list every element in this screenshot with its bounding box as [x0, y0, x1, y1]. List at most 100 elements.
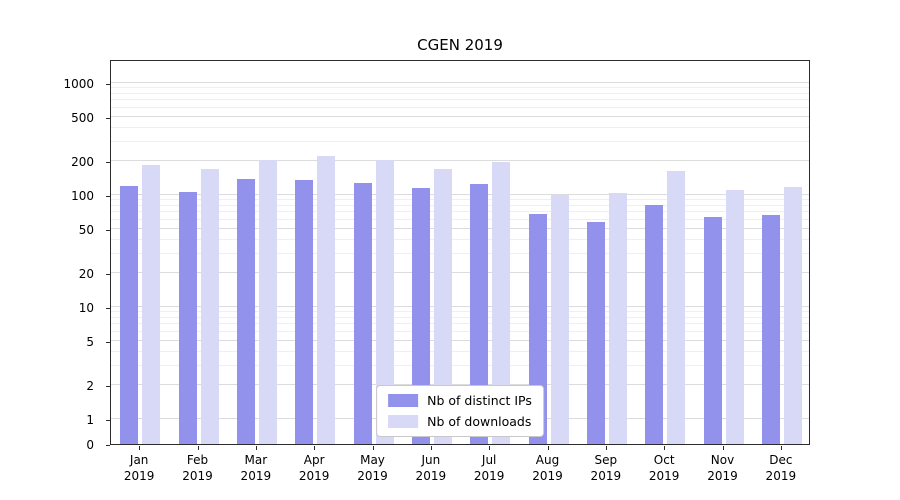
- legend-swatch-distinct-ips: [388, 394, 419, 407]
- gridline-minor: [111, 218, 809, 220]
- gridline-minor: [111, 350, 809, 352]
- bar-distinct-ips-6: [470, 184, 489, 444]
- bar-downloads-6: [492, 162, 511, 444]
- y-tick-label: 500: [71, 110, 94, 125]
- x-tick-mark: [605, 446, 607, 450]
- x-tick-mark: [139, 446, 141, 450]
- y-tick-mark: [106, 274, 110, 276]
- x-tick-label: Aug 2019: [532, 453, 563, 483]
- legend-label-distinct-ips: Nb of distinct IPs: [427, 393, 532, 408]
- gridline-minor: [111, 87, 809, 89]
- legend: Nb of distinct IPs Nb of downloads: [376, 385, 544, 437]
- gridline-minor: [111, 311, 809, 313]
- legend-item-downloads: Nb of downloads: [388, 414, 532, 429]
- x-tick-mark: [722, 446, 724, 450]
- gridline-minor: [111, 204, 809, 206]
- y-tick-mark: [106, 341, 110, 343]
- bar-distinct-ips-8: [586, 221, 605, 444]
- x-axis-labels: Jan 2019 Feb 2019 Mar 2019 Apr 2019 May 2019…: [110, 452, 810, 488]
- bar-downloads-0: [142, 165, 161, 444]
- x-tick-label: Mar 2019: [240, 453, 272, 483]
- gridline-minor: [111, 316, 809, 318]
- x-tick-mark: [780, 446, 782, 450]
- bar-distinct-ips-5: [411, 188, 430, 444]
- x-tick-mark: [430, 446, 432, 450]
- bar-distinct-ips-9: [645, 204, 664, 444]
- y-tick-mark: [106, 229, 110, 231]
- y-tick-mark: [106, 196, 110, 197]
- gridline-major: [111, 82, 809, 83]
- bar-distinct-ips-11: [761, 215, 780, 444]
- gridline-major: [111, 272, 809, 274]
- y-tick-mark: [106, 445, 110, 446]
- x-tick-label: Dec 2019: [765, 453, 797, 483]
- y-tick-label: 1000: [63, 77, 94, 91]
- gridline-major: [111, 160, 809, 162]
- y-tick-label: 10: [78, 301, 94, 315]
- bar-downloads-8: [608, 193, 627, 444]
- bar-downloads-3: [317, 155, 336, 444]
- bar-downloads-10: [725, 189, 744, 444]
- x-tick-mark: [547, 446, 549, 450]
- bar-downloads-11: [783, 186, 802, 444]
- x-tick-label: Feb 2019: [182, 453, 213, 483]
- y-tick-label: 200: [71, 155, 94, 170]
- x-tick-mark: [255, 446, 257, 450]
- x-tick-label: Oct 2019: [648, 453, 680, 483]
- gridline-major: [111, 227, 809, 229]
- x-tick-label: Jan 2019: [123, 453, 155, 483]
- chart-title: CGEN 2019: [417, 36, 503, 54]
- gridline-major: [111, 306, 809, 307]
- bar-distinct-ips-0: [120, 186, 139, 444]
- gridline-minor: [111, 238, 809, 240]
- x-tick-mark: [372, 446, 374, 450]
- x-tick-mark: [664, 446, 666, 450]
- y-tick-label: 20: [78, 267, 94, 282]
- bar-downloads-4: [375, 160, 394, 444]
- y-tick-mark: [106, 84, 110, 85]
- y-tick-label: 100: [71, 189, 94, 203]
- gridline-minor: [111, 364, 809, 366]
- plot-area: Nb of distinct IPs Nb of downloads: [110, 60, 810, 445]
- gridline-major: [111, 384, 809, 386]
- bar-distinct-ips-4: [353, 183, 372, 444]
- y-tick-label: 5: [86, 334, 94, 349]
- bar-distinct-ips-2: [236, 178, 255, 444]
- gridline-minor: [111, 252, 809, 254]
- x-tick-label: May 2019: [357, 453, 388, 483]
- gridline-minor: [111, 330, 809, 332]
- gridline-minor: [111, 106, 809, 108]
- x-tick-label: Jul 2019: [473, 453, 505, 483]
- gridline-minor: [111, 211, 809, 213]
- y-tick-label: 1: [86, 413, 94, 427]
- gridline-minor: [111, 126, 809, 128]
- bar-distinct-ips-3: [295, 180, 314, 444]
- x-tick-label: Nov 2019: [707, 453, 738, 483]
- legend-item-distinct-ips: Nb of distinct IPs: [388, 393, 532, 408]
- y-tick-label: 50: [78, 222, 94, 237]
- legend-label-downloads: Nb of downloads: [427, 414, 532, 429]
- bar-downloads-1: [200, 169, 219, 444]
- bar-distinct-ips-10: [703, 217, 722, 444]
- gridline-minor: [111, 140, 809, 142]
- legend-swatch-downloads: [388, 415, 419, 428]
- x-tick-mark: [489, 446, 491, 450]
- y-tick-mark: [106, 420, 110, 421]
- bar-downloads-9: [667, 170, 686, 444]
- bar-distinct-ips-1: [178, 191, 197, 444]
- gridline-minor: [111, 92, 809, 94]
- gridline-major: [111, 115, 809, 117]
- y-tick-mark: [106, 162, 110, 164]
- gridline-major: [111, 194, 809, 195]
- y-tick-mark: [106, 386, 110, 388]
- y-tick-label: 0: [86, 438, 94, 452]
- gridline-major: [111, 339, 809, 341]
- gridline-minor: [111, 99, 809, 101]
- x-tick-label: Jun 2019: [415, 453, 447, 483]
- x-tick-label: Sep 2019: [590, 453, 622, 483]
- y-tick-mark: [106, 117, 110, 119]
- y-tick-mark: [106, 308, 110, 309]
- y-axis-labels: 0 1 2 5 10 20 50 100 200 500 1000: [0, 60, 102, 452]
- x-tick-mark: [314, 446, 316, 450]
